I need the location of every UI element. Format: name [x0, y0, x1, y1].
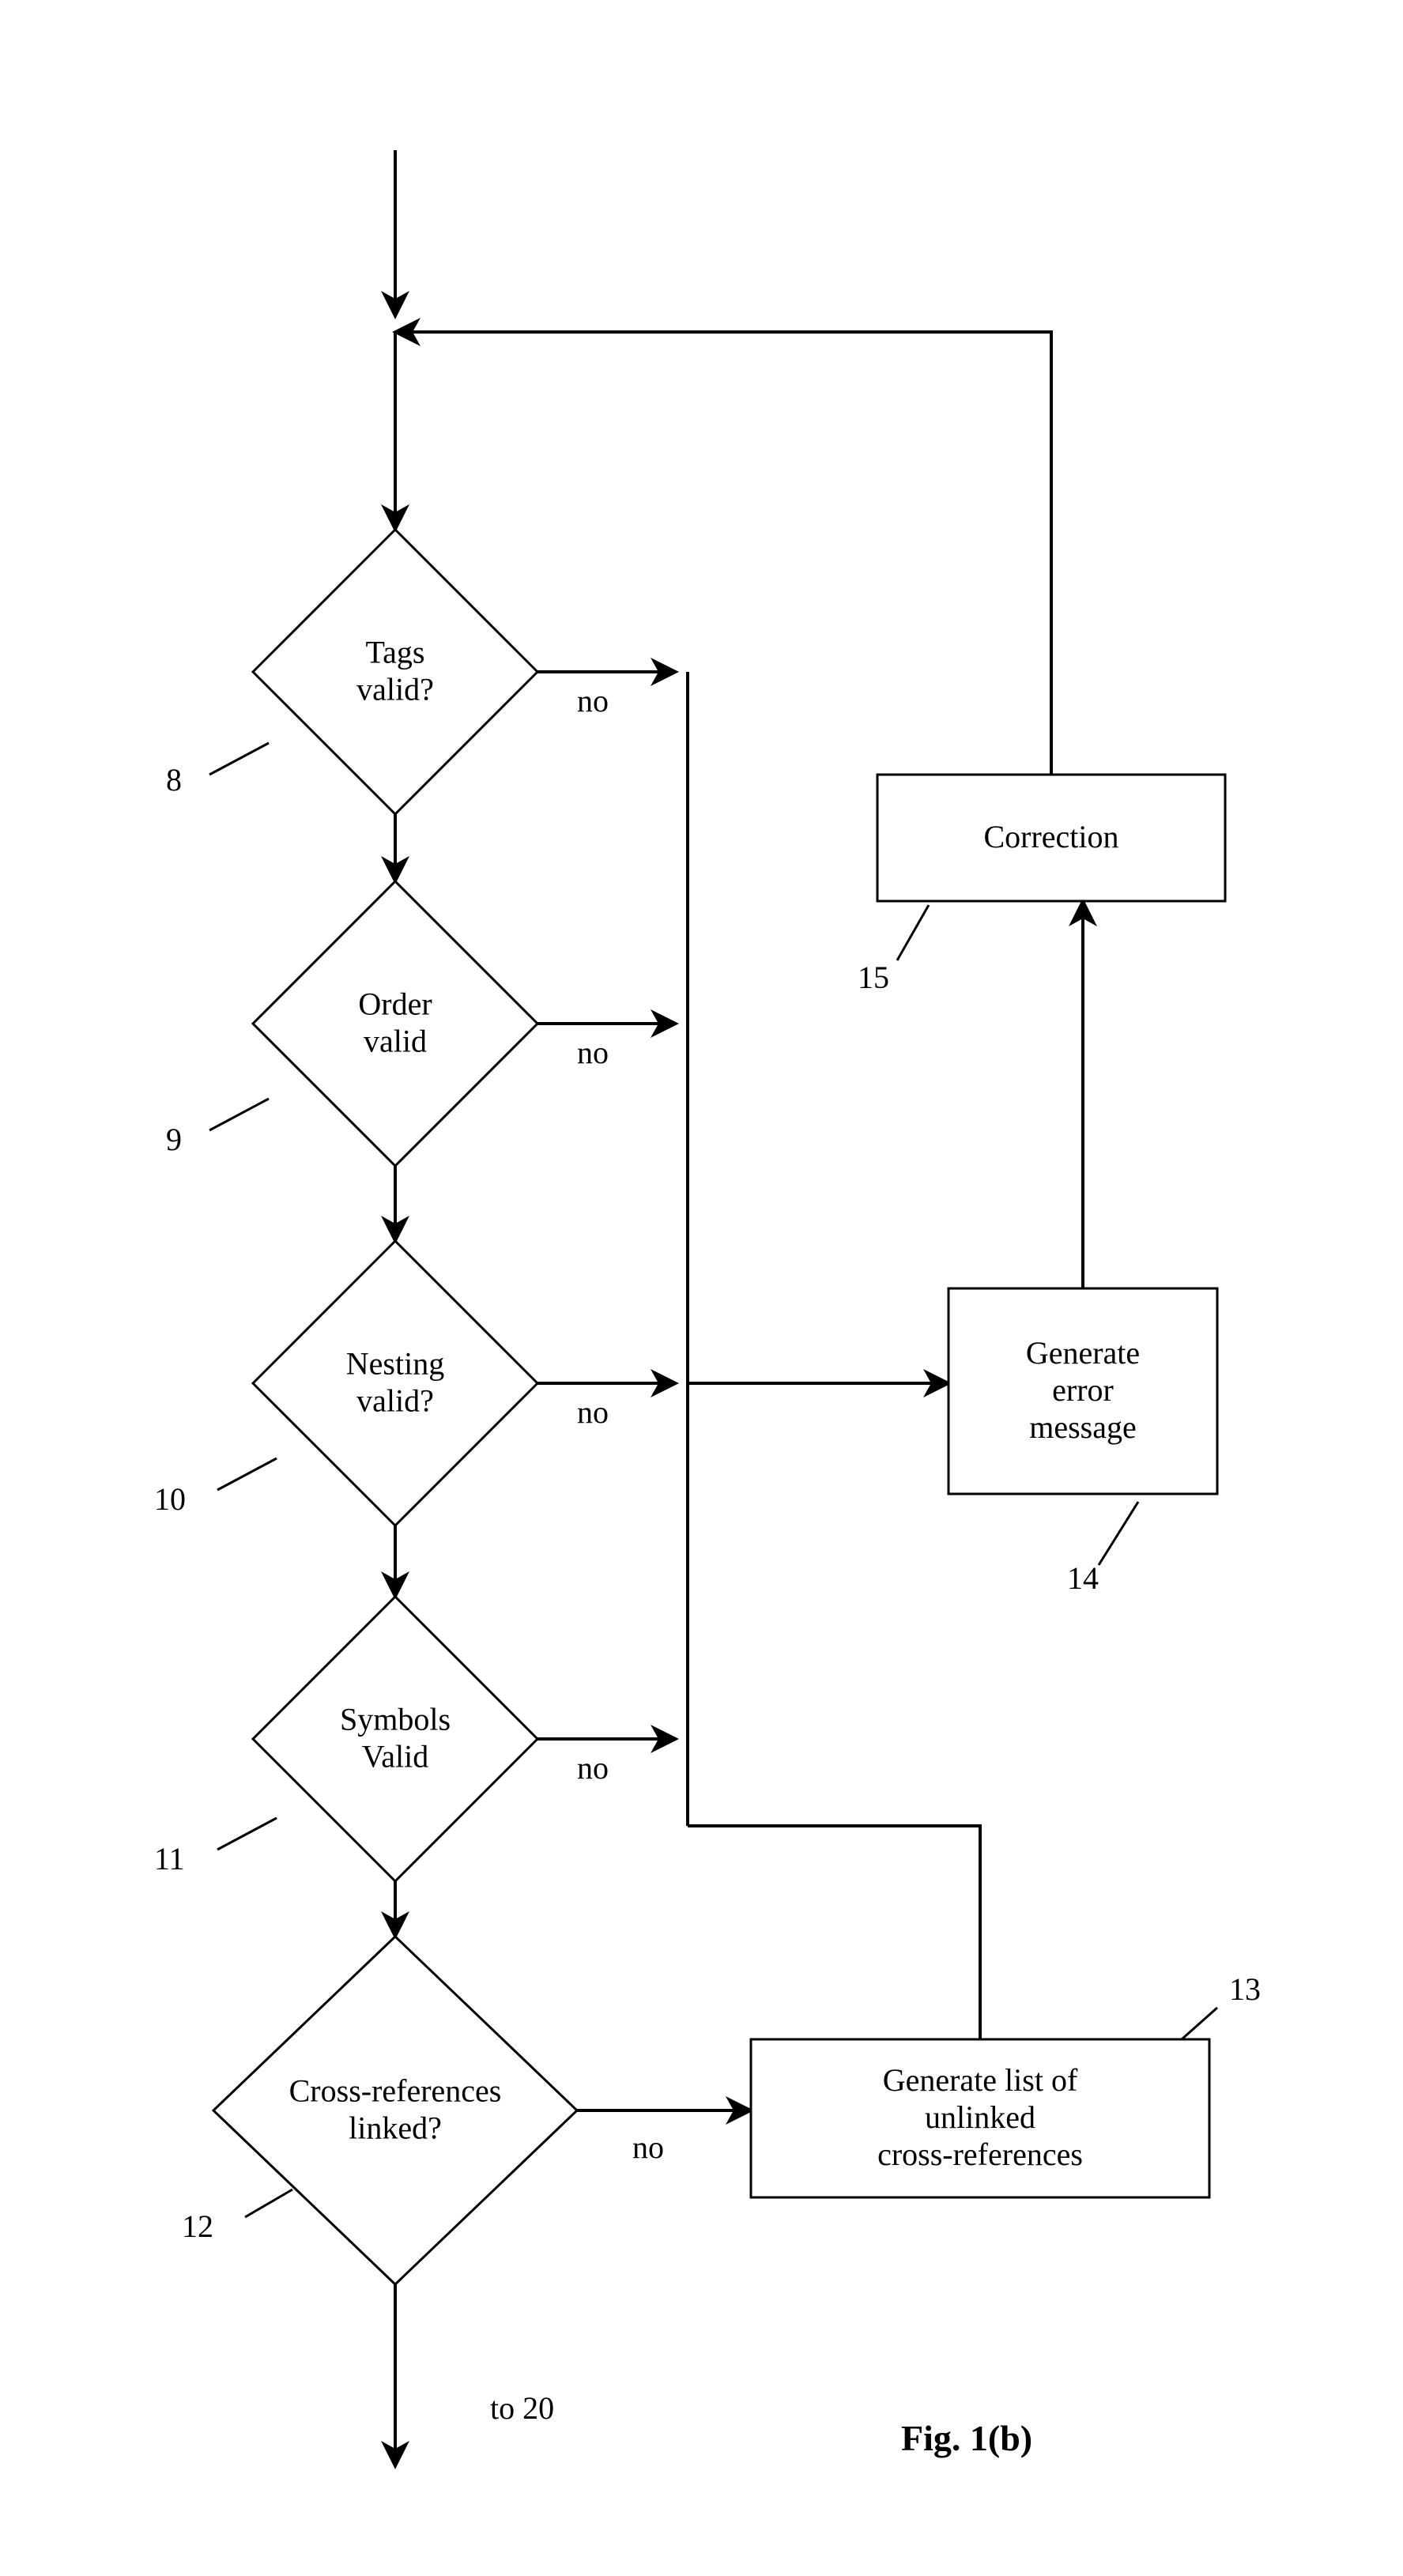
- ref-label-14: 14: [1067, 1560, 1099, 1596]
- node-text-d10-0: Nesting: [346, 1345, 444, 1381]
- node-text-d8-1: valid?: [356, 672, 434, 707]
- node-text-r13-1: unlinked: [925, 2099, 1035, 2135]
- node-text-r13-0: Generate list of: [883, 2062, 1078, 2098]
- edge-label-d10-no: no: [577, 1394, 609, 1430]
- node-text-d11-1: Valid: [362, 1739, 428, 1775]
- node-d8: Tagsvalid?: [253, 530, 537, 814]
- ref-leader-10: [217, 1458, 277, 1490]
- node-text-r14-2: message: [1029, 1409, 1137, 1445]
- node-text-d12-1: linked?: [349, 2110, 442, 2146]
- ref-label-11: 11: [154, 1841, 185, 1876]
- node-text-r15-0: Correction: [983, 819, 1118, 854]
- ref-label-10: 10: [154, 1481, 186, 1517]
- node-text-d9-0: Order: [358, 986, 432, 1021]
- edge-label-d11-no: no: [577, 1750, 609, 1786]
- node-r13: Generate list ofunlinkedcross-references: [751, 2039, 1209, 2197]
- ref-leader-8: [209, 743, 269, 775]
- edge-label-d9-no: no: [577, 1035, 609, 1070]
- ref-leader-9: [209, 1099, 269, 1130]
- nodes-layer: Tagsvalid?OrdervalidNestingvalid?Symbols…: [213, 530, 1225, 2284]
- node-d12: Cross-referenceslinked?: [213, 1937, 577, 2284]
- node-text-d8-0: Tags: [366, 634, 425, 669]
- ref-label-15: 15: [858, 960, 889, 995]
- node-text-d12-0: Cross-references: [289, 2072, 502, 2108]
- ref-leader-13: [1182, 2008, 1217, 2039]
- ref-leader-11: [217, 1818, 277, 1850]
- edge-label-d8-no: no: [577, 683, 609, 718]
- ref-leader-15: [897, 905, 929, 960]
- node-text-r14-1: error: [1052, 1372, 1114, 1408]
- ref-leader-12: [245, 2189, 292, 2217]
- exit-label: to 20: [490, 2390, 554, 2426]
- node-d10: Nestingvalid?: [253, 1241, 537, 1526]
- node-text-d11-0: Symbols: [340, 1701, 451, 1737]
- node-d11: SymbolsValid: [253, 1597, 537, 1881]
- ref-leader-14: [1099, 1502, 1138, 1565]
- ref-label-8: 8: [166, 762, 182, 798]
- node-d9: Ordervalid: [253, 881, 537, 1166]
- node-text-d9-1: valid: [364, 1024, 427, 1059]
- node-r14: Generateerrormessage: [949, 1288, 1217, 1494]
- ref-label-9: 9: [166, 1122, 182, 1157]
- figure-caption: Fig. 1(b): [901, 2418, 1032, 2458]
- node-text-d10-1: valid?: [356, 1383, 434, 1419]
- edge-r13-up: [688, 1826, 980, 2039]
- node-r15: Correction: [877, 775, 1225, 901]
- node-text-r13-2: cross-references: [877, 2137, 1083, 2172]
- ref-label-13: 13: [1229, 1971, 1261, 2007]
- node-text-r14-0: Generate: [1026, 1335, 1140, 1371]
- ref-label-12: 12: [182, 2208, 213, 2244]
- edge-label-d12-no: no: [632, 2129, 664, 2165]
